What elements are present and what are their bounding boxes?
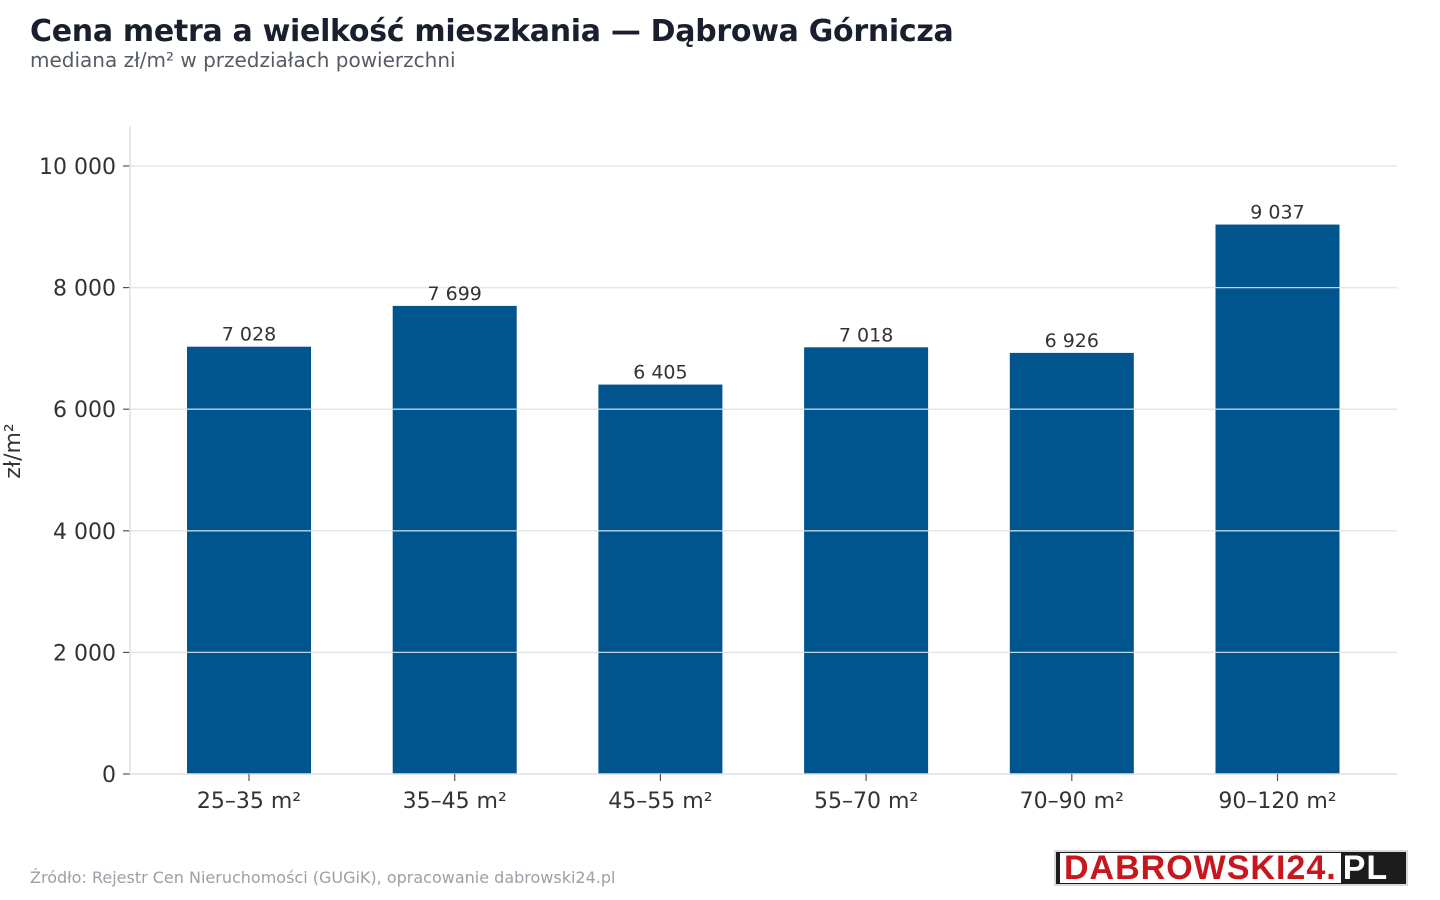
bar xyxy=(804,347,929,774)
logo-text-white: PL xyxy=(1342,850,1389,886)
bar xyxy=(598,384,723,774)
grid-overlay xyxy=(187,286,1340,654)
y-tick-label: 8 000 xyxy=(53,277,116,302)
chart-title: Cena metra a wielkość mieszkania — Dąbro… xyxy=(30,14,954,49)
y-tick-label: 6 000 xyxy=(53,398,116,423)
data-label: 9 037 xyxy=(1250,202,1304,224)
bars xyxy=(187,224,1340,774)
site-logo: DABROWSKI24. PL xyxy=(1054,850,1408,886)
bar xyxy=(1215,224,1340,774)
x-tick-label: 25–35 m² xyxy=(197,789,301,814)
data-label: 7 028 xyxy=(222,324,276,346)
x-tick-label: 55–70 m² xyxy=(814,789,918,814)
x-tick-label: 35–45 m² xyxy=(403,789,507,814)
bar xyxy=(1009,352,1134,774)
x-tick-label: 90–120 m² xyxy=(1218,789,1336,814)
logo-text-red: DABROWSKI24. xyxy=(1064,850,1337,886)
axes: 0 2 000 4 000 6 000 8 000 10 000 25–35 m² 35–45… xyxy=(39,126,1397,814)
x-tick-label: 45–55 m² xyxy=(608,789,712,814)
source-note: Źródło: Rejestr Cen Nieruchomości (GUGiK… xyxy=(30,868,616,887)
data-label: 7 699 xyxy=(427,283,481,305)
y-tick-label: 10 000 xyxy=(39,155,116,180)
data-labels: 7 028 7 699 6 405 7 018 6 926 9 037 xyxy=(222,202,1305,384)
chart-subtitle: mediana zł/m² w przedziałach powierzchni xyxy=(30,48,456,72)
y-tick-label: 4 000 xyxy=(53,520,116,545)
grid-lines xyxy=(130,165,1397,654)
x-tick-label: 70–90 m² xyxy=(1020,789,1124,814)
y-tick-label: 0 xyxy=(102,763,116,788)
logo-red-part: DABROWSKI24. xyxy=(1060,850,1341,886)
bar xyxy=(187,346,311,774)
data-label: 7 018 xyxy=(839,324,893,346)
y-axis-label: zł/m² xyxy=(1,423,26,478)
data-label: 6 405 xyxy=(633,362,687,384)
y-tick-label: 2 000 xyxy=(53,641,116,666)
bar xyxy=(392,305,517,774)
data-label: 6 926 xyxy=(1045,330,1099,352)
